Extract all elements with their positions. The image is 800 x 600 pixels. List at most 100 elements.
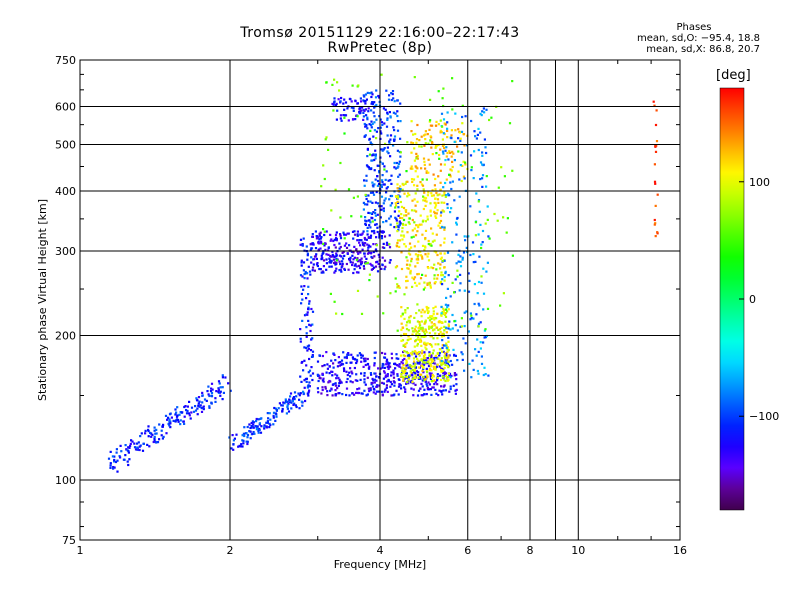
data-point <box>424 378 427 381</box>
data-point <box>328 261 331 264</box>
data-point <box>444 379 447 383</box>
data-point <box>443 344 446 347</box>
data-point <box>156 441 160 444</box>
data-point <box>457 150 460 153</box>
data-point <box>454 354 457 357</box>
data-point <box>120 450 123 453</box>
data-point <box>481 185 484 188</box>
data-point <box>433 328 436 331</box>
data-point <box>368 365 371 368</box>
data-point <box>243 426 246 429</box>
data-point <box>451 363 454 366</box>
data-point <box>472 177 475 180</box>
data-point <box>450 129 453 132</box>
data-point <box>129 444 132 447</box>
data-point <box>437 224 440 227</box>
data-point <box>418 321 421 324</box>
data-point <box>401 371 404 374</box>
data-point <box>480 362 484 365</box>
data-point <box>376 213 379 216</box>
data-point <box>382 377 385 380</box>
data-point <box>450 155 453 158</box>
data-point <box>322 242 325 245</box>
data-point <box>387 367 390 370</box>
data-point <box>429 335 432 338</box>
data-point <box>403 386 406 389</box>
data-point <box>263 425 266 428</box>
data-point <box>424 199 427 202</box>
data-point <box>382 221 385 224</box>
data-point <box>441 344 444 347</box>
data-point <box>363 389 366 392</box>
data-point <box>431 232 434 235</box>
data-point <box>376 384 379 387</box>
data-point <box>383 165 386 168</box>
data-point <box>307 293 310 296</box>
data-point <box>385 241 389 244</box>
data-point <box>380 185 383 189</box>
data-point <box>331 83 334 86</box>
data-point <box>371 103 375 106</box>
data-point <box>434 324 437 327</box>
data-point <box>368 137 371 140</box>
data-point <box>377 127 380 130</box>
data-point <box>338 254 341 257</box>
data-point <box>461 115 464 119</box>
data-point <box>277 407 280 410</box>
data-point <box>388 198 391 201</box>
data-point <box>386 380 389 383</box>
data-point <box>460 351 463 354</box>
data-point <box>411 380 414 384</box>
data-point <box>281 407 284 411</box>
data-point <box>405 364 408 367</box>
data-point <box>446 310 449 313</box>
data-point <box>426 307 429 310</box>
data-point <box>434 381 437 384</box>
data-point <box>477 199 481 202</box>
data-point <box>332 366 335 369</box>
data-point <box>398 383 401 386</box>
data-point <box>390 92 393 95</box>
data-point <box>187 412 191 415</box>
data-point <box>179 423 182 426</box>
data-point <box>411 229 414 232</box>
data-point <box>360 360 363 363</box>
data-point <box>443 163 446 166</box>
data-point <box>436 209 439 212</box>
data-point <box>447 274 450 277</box>
data-point <box>441 138 444 141</box>
data-point <box>447 324 450 328</box>
data-point <box>431 352 434 355</box>
data-point <box>446 129 449 132</box>
data-point <box>232 443 235 446</box>
data-point <box>409 272 412 275</box>
data-point <box>414 325 417 328</box>
data-point <box>444 181 447 185</box>
data-point <box>353 230 356 233</box>
data-point <box>381 246 384 249</box>
data-point <box>483 138 486 141</box>
data-point <box>426 133 429 136</box>
data-point <box>386 146 389 149</box>
data-point <box>428 372 431 375</box>
data-point <box>396 166 399 169</box>
data-point <box>364 93 368 96</box>
data-point <box>424 375 427 378</box>
data-point <box>385 125 389 128</box>
data-point <box>400 361 403 364</box>
data-point <box>433 316 436 320</box>
data-point <box>450 169 453 172</box>
data-point <box>470 119 473 123</box>
data-point <box>490 116 493 119</box>
data-point <box>395 161 398 165</box>
data-point <box>404 311 407 314</box>
data-point <box>343 132 346 135</box>
data-point <box>411 365 414 368</box>
data-point <box>392 97 395 100</box>
data-point <box>419 181 422 184</box>
data-point <box>399 102 402 105</box>
colorbar-tick-label: 0 <box>749 293 756 306</box>
data-point <box>364 134 367 137</box>
data-point <box>325 262 328 265</box>
